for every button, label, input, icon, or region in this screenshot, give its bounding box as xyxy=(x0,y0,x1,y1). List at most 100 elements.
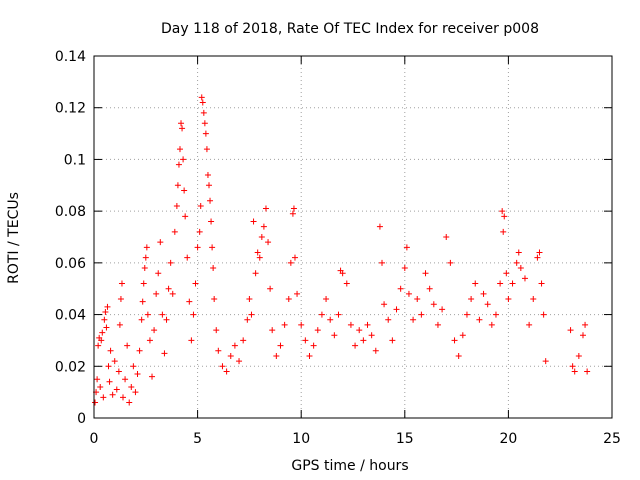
data-point xyxy=(109,391,116,398)
data-point xyxy=(169,290,176,297)
data-point xyxy=(100,394,107,401)
data-point xyxy=(199,99,206,106)
data-point xyxy=(521,275,528,282)
x-tick-label: 20 xyxy=(499,431,517,447)
data-point xyxy=(318,311,325,318)
data-point xyxy=(260,223,267,230)
data-point xyxy=(500,228,507,235)
data-point xyxy=(155,270,162,277)
data-point xyxy=(347,321,354,328)
data-point xyxy=(202,130,209,137)
data-point xyxy=(188,337,195,344)
data-point xyxy=(443,234,450,240)
data-point xyxy=(569,363,576,370)
data-point xyxy=(582,321,589,328)
data-point xyxy=(116,321,123,328)
data-point xyxy=(430,301,437,308)
data-point xyxy=(136,347,143,354)
data-point xyxy=(143,244,150,251)
data-point xyxy=(540,311,547,318)
data-point xyxy=(106,378,113,385)
data-point xyxy=(455,352,462,359)
data-point xyxy=(211,296,218,303)
y-tick-label: 0.1 xyxy=(64,152,86,168)
data-point xyxy=(126,399,133,406)
x-tick-label: 15 xyxy=(396,431,414,447)
data-point xyxy=(472,280,479,287)
data-point xyxy=(141,265,148,272)
data-point xyxy=(364,321,371,328)
data-point xyxy=(526,321,533,328)
data-point xyxy=(149,373,156,380)
data-point xyxy=(379,259,386,266)
data-point xyxy=(513,259,520,266)
data-point xyxy=(132,389,139,396)
data-point xyxy=(227,352,234,359)
data-point xyxy=(130,363,137,370)
data-point xyxy=(306,352,313,359)
data-point xyxy=(291,254,298,261)
data-point xyxy=(165,285,172,292)
data-point xyxy=(285,296,292,303)
data-point xyxy=(381,301,388,308)
data-point xyxy=(287,259,294,266)
data-point xyxy=(501,213,508,220)
data-point xyxy=(360,337,367,344)
data-point xyxy=(434,321,441,328)
data-point xyxy=(567,327,574,334)
data-point xyxy=(368,332,375,339)
data-point xyxy=(236,358,243,365)
data-point xyxy=(173,202,180,209)
y-tick-label: 0.14 xyxy=(55,49,86,65)
data-point xyxy=(223,368,230,375)
data-point xyxy=(142,254,149,261)
data-point xyxy=(252,270,259,277)
data-point xyxy=(298,321,305,328)
data-point xyxy=(492,311,499,318)
data-point xyxy=(302,337,309,344)
data-point xyxy=(204,171,211,178)
data-point xyxy=(385,316,392,323)
data-point xyxy=(401,265,408,272)
data-point xyxy=(161,350,168,357)
data-point xyxy=(146,337,153,344)
data-point xyxy=(439,306,446,313)
data-point xyxy=(107,347,114,354)
data-point xyxy=(463,311,470,318)
plot-frame xyxy=(93,55,613,419)
data-point xyxy=(105,363,112,370)
data-point xyxy=(335,311,342,318)
data-point xyxy=(538,280,545,287)
data-point xyxy=(422,270,429,277)
data-point xyxy=(244,316,251,323)
data-point xyxy=(178,120,185,127)
data-point xyxy=(196,228,203,235)
data-point xyxy=(517,265,524,272)
data-point xyxy=(240,337,247,344)
data-point xyxy=(94,376,101,383)
data-point xyxy=(111,358,118,365)
x-axis-label: GPS time / hours xyxy=(291,458,408,474)
data-point xyxy=(310,342,317,349)
data-point xyxy=(451,337,458,344)
data-point xyxy=(323,296,330,303)
data-point xyxy=(98,337,105,344)
data-point xyxy=(376,223,383,230)
data-point xyxy=(120,394,127,401)
data-point xyxy=(200,109,207,116)
data-point xyxy=(571,368,578,375)
data-point xyxy=(103,324,110,331)
data-point xyxy=(289,210,296,217)
y-axis-label: ROTI / TECUs xyxy=(6,192,22,284)
data-point xyxy=(208,218,215,225)
y-tick-label: 0.12 xyxy=(55,101,86,117)
data-point xyxy=(128,383,135,390)
data-point xyxy=(197,202,204,209)
data-point xyxy=(331,332,338,339)
data-point xyxy=(210,265,217,272)
data-point xyxy=(579,332,586,339)
grid-lines xyxy=(94,56,612,418)
y-tick-label: 0.06 xyxy=(55,256,86,272)
data-point xyxy=(92,399,99,406)
data-point xyxy=(294,290,301,297)
